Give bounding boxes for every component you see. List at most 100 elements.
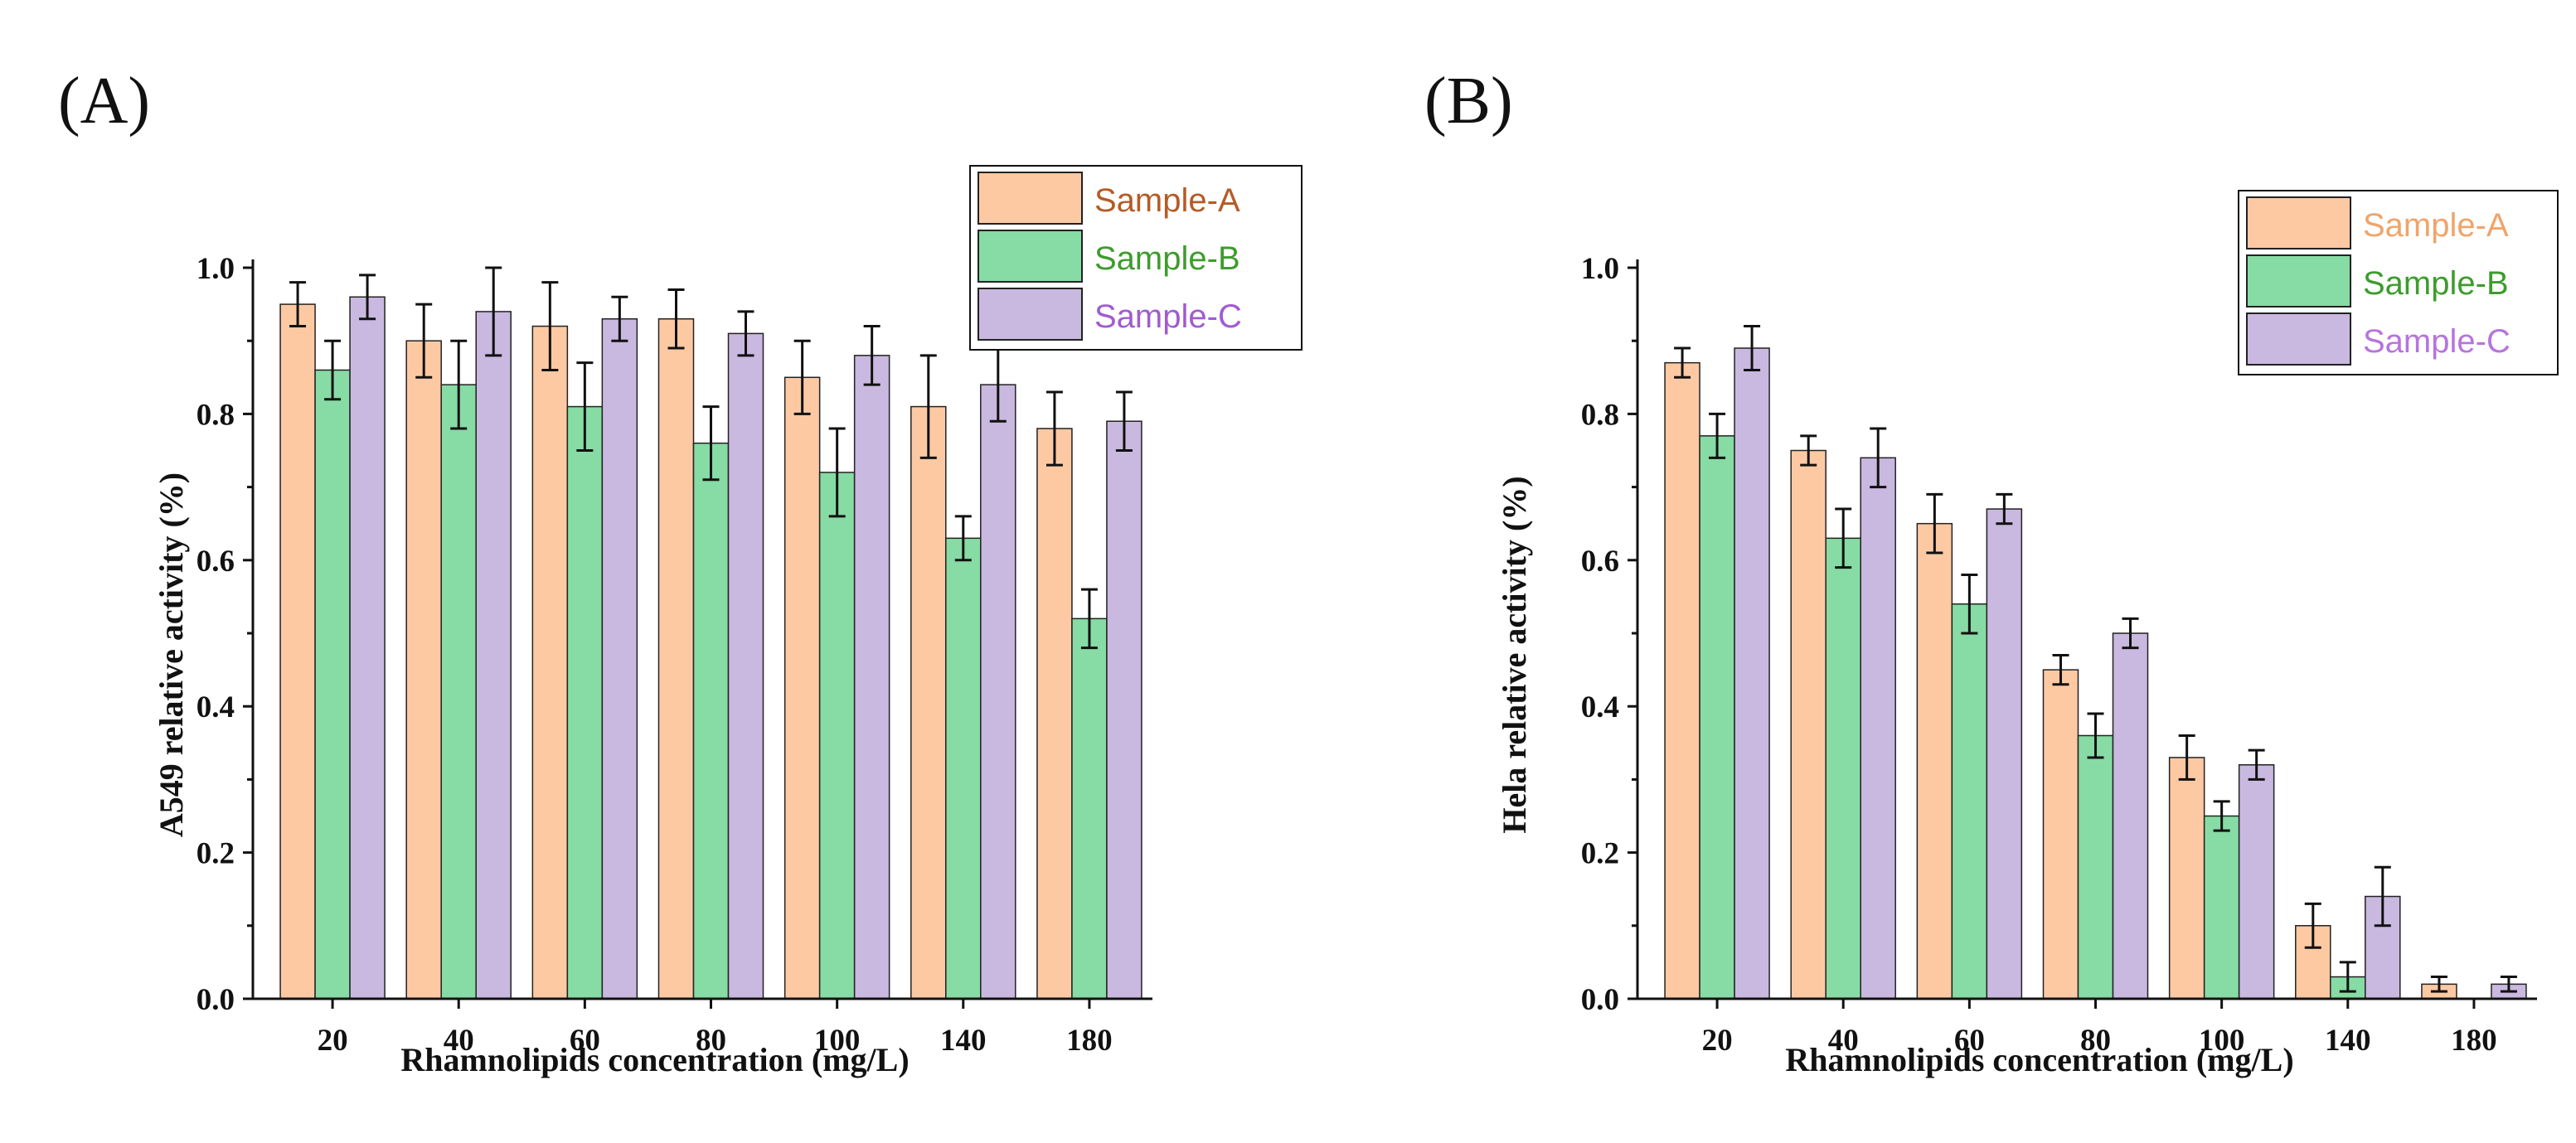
bar-b-sample-a-20 xyxy=(1664,361,1700,1000)
bar-b-sample-a-100 xyxy=(2168,757,2205,1000)
bar-b-sample-b-80 xyxy=(2077,734,2114,1000)
error-bar-a-sample-a-100 xyxy=(793,339,811,415)
x-tick-label-a-100: 100 xyxy=(814,1024,861,1058)
error-bar-b-sample-a-60 xyxy=(1926,492,1943,555)
legend-label-b-sample-b: Sample-B xyxy=(2363,265,2509,302)
error-bar-b-sample-a-20 xyxy=(1674,346,1691,379)
bar-a-sample-b-60 xyxy=(566,405,604,1000)
x-tick-label-b-20: 20 xyxy=(1702,1024,1733,1058)
bar-b-sample-a-80 xyxy=(2042,669,2079,1000)
x-tick-label-a-60: 60 xyxy=(570,1024,600,1058)
legend-b: Sample-A Sample-B Sample-C xyxy=(2238,190,2559,375)
panel-label-b: (B) xyxy=(1424,65,1513,138)
legend-label-a-sample-a: Sample-A xyxy=(1094,182,1240,219)
x-tick-label-a-140: 140 xyxy=(940,1024,987,1058)
bar-a-sample-c-140 xyxy=(980,384,1016,1000)
error-bar-b-sample-b-40 xyxy=(1835,507,1852,569)
panel-label-a: (A) xyxy=(58,65,150,138)
bar-b-sample-c-60 xyxy=(1986,508,2023,1000)
y-tick-label-b-0.0: 0.0 xyxy=(1581,983,1619,1017)
error-bar-b-sample-b-100 xyxy=(2213,800,2230,832)
legend-swatch-a-sample-b xyxy=(978,230,1083,283)
error-bar-a-sample-a-180 xyxy=(1045,390,1063,467)
error-bar-a-sample-a-140 xyxy=(919,354,937,459)
chart-panel-b: (B) Hela relative activity (%) Rhamnolip… xyxy=(1424,65,2559,1078)
error-bar-a-sample-a-40 xyxy=(415,303,433,379)
bar-a-sample-c-100 xyxy=(853,355,890,1000)
bar-b-sample-b-100 xyxy=(2203,815,2240,1000)
legend-label-a-sample-c: Sample-C xyxy=(1094,298,1242,335)
error-bar-a-sample-b-180 xyxy=(1080,588,1098,650)
bar-a-sample-c-40 xyxy=(475,311,512,1000)
x-tick-label-a-40: 40 xyxy=(444,1024,474,1058)
error-bar-a-sample-a-20 xyxy=(289,281,307,328)
bar-b-sample-a-40 xyxy=(1790,449,1826,1000)
y-tick-label-b-0.2: 0.2 xyxy=(1581,837,1619,871)
y-tick-label-b-0.6: 0.6 xyxy=(1581,545,1619,579)
x-tick-label-b-140: 140 xyxy=(2325,1024,2371,1058)
error-bar-b-sample-c-60 xyxy=(1996,492,2013,525)
legend-swatch-b-sample-a xyxy=(2246,196,2351,249)
error-bar-b-sample-a-140 xyxy=(2304,902,2321,949)
plot-area-a: 0.0 0.2 0.4 0.6 0.8 1.0 20 40 60 80 100 140 180 xyxy=(196,252,1152,1058)
error-bar-a-sample-a-60 xyxy=(541,281,559,371)
error-bar-a-sample-c-40 xyxy=(485,266,502,357)
plot-area-b: 0.0 0.2 0.4 0.6 0.8 1.0 20 40 60 80 100 140 180 xyxy=(1581,252,2537,1058)
bar-a-sample-b-140 xyxy=(945,537,982,1000)
bar-a-sample-b-20 xyxy=(314,369,351,1000)
x-tick-label-b-40: 40 xyxy=(1828,1024,1859,1058)
bar-a-sample-a-140 xyxy=(910,405,947,1000)
y-tick-label-a-0.2: 0.2 xyxy=(196,837,235,871)
error-bar-b-sample-a-40 xyxy=(1800,434,1817,467)
error-bar-b-sample-b-20 xyxy=(1709,412,1726,459)
bar-a-sample-c-180 xyxy=(1106,420,1142,1000)
bar-a-sample-a-20 xyxy=(279,303,316,1000)
bar-a-sample-c-80 xyxy=(727,332,764,1000)
bar-a-sample-c-60 xyxy=(601,317,638,1000)
y-tick-label-a-0.4: 0.4 xyxy=(196,690,235,724)
legend-a: Sample-A Sample-B Sample-C xyxy=(969,165,1303,351)
bar-a-sample-a-80 xyxy=(657,317,695,1000)
error-bar-a-sample-b-80 xyxy=(702,405,720,482)
bar-b-sample-b-20 xyxy=(1699,435,1735,1000)
bar-b-sample-b-40 xyxy=(1825,537,1861,1000)
error-bar-a-sample-c-20 xyxy=(359,274,376,321)
legend-label-a-sample-b: Sample-B xyxy=(1094,240,1240,277)
error-bar-b-sample-c-80 xyxy=(2122,617,2139,650)
bar-a-sample-a-60 xyxy=(531,325,569,1000)
legend-swatch-b-sample-b xyxy=(2246,254,2351,308)
bar-a-sample-a-180 xyxy=(1036,428,1073,1000)
bar-b-sample-b-60 xyxy=(1951,603,1988,1000)
error-bar-b-sample-c-20 xyxy=(1744,325,1761,371)
error-bar-b-sample-b-80 xyxy=(2087,712,2104,759)
x-tick-label-b-100: 100 xyxy=(2199,1024,2245,1058)
legend-swatch-a-sample-c xyxy=(978,288,1083,341)
error-bar-b-sample-c-100 xyxy=(2248,748,2265,781)
bar-b-sample-c-20 xyxy=(1734,347,1770,1000)
bar-b-sample-c-40 xyxy=(1860,457,1896,1000)
legend-label-b-sample-a: Sample-A xyxy=(2363,207,2509,244)
error-bar-a-sample-c-180 xyxy=(1115,390,1133,452)
legend-label-b-sample-c: Sample-C xyxy=(2363,323,2511,360)
error-bar-a-sample-c-100 xyxy=(863,325,880,386)
error-bar-b-sample-a-100 xyxy=(2178,734,2195,781)
y-tick-label-b-0.8: 0.8 xyxy=(1581,398,1619,432)
y-tick-label-a-0.8: 0.8 xyxy=(196,398,235,432)
bar-a-sample-b-180 xyxy=(1071,618,1108,1000)
bar-a-sample-a-40 xyxy=(405,340,442,1000)
error-bar-a-sample-b-100 xyxy=(828,427,846,518)
error-bar-b-sample-b-140 xyxy=(2339,961,2356,993)
x-tick-label-a-20: 20 xyxy=(318,1024,348,1058)
y-tick-label-b-1.0: 1.0 xyxy=(1581,252,1619,286)
error-bar-a-sample-b-60 xyxy=(576,361,594,452)
bar-a-sample-b-40 xyxy=(440,384,477,1000)
error-bar-b-sample-c-140 xyxy=(2374,865,2391,927)
y-tick-label-a-0.0: 0.0 xyxy=(196,983,235,1017)
chart-panel-a: (A) A549 relative activity (%) Rhamnolip… xyxy=(58,65,1303,1078)
error-bar-b-sample-a-80 xyxy=(2052,653,2069,686)
error-bar-a-sample-b-40 xyxy=(450,339,468,430)
error-bar-a-sample-c-80 xyxy=(737,310,754,357)
bar-b-sample-c-80 xyxy=(2112,632,2149,1000)
y-tick-label-b-0.4: 0.4 xyxy=(1581,690,1619,724)
